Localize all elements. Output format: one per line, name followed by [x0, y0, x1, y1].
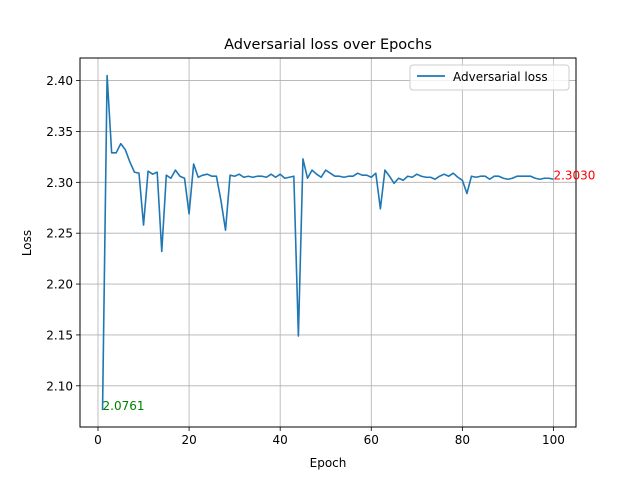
y-tick-label: 2.20 [46, 278, 73, 292]
series-line [101, 74, 554, 411]
y-tick-label: 2.40 [46, 74, 73, 88]
y-tick-label: 2.25 [46, 227, 73, 241]
legend: Adversarial loss [409, 64, 570, 91]
y-tick-label: 2.15 [46, 328, 73, 342]
x-ticks: 0 20 40 60 80 100 [94, 427, 565, 447]
x-tick-label: 80 [455, 433, 470, 447]
y-tick-label: 2.10 [46, 379, 73, 393]
x-tick-label: 100 [542, 433, 565, 447]
y-tick-label: 2.35 [46, 125, 73, 139]
grid [80, 58, 576, 427]
plot-frame [79, 57, 577, 428]
y-tick-label: 2.30 [46, 176, 73, 190]
x-tick-label: 20 [181, 433, 196, 447]
legend-box [409, 64, 570, 91]
annotation-label: 2.3030 [553, 168, 595, 182]
series-layer [101, 74, 554, 411]
x-tick-label: 60 [364, 433, 379, 447]
x-tick-label: 40 [273, 433, 288, 447]
x-tick-label: 0 [94, 433, 102, 447]
y-axis-label: Loss [20, 230, 34, 256]
chart-title: Adversarial loss over Epochs [224, 37, 432, 53]
annotations: 2.0761 2.3030 [103, 168, 596, 413]
y-ticks: 2.10 2.15 2.20 2.25 2.30 2.35 2.40 [46, 74, 80, 393]
legend-label: Adversarial loss [453, 70, 548, 84]
annotation-label: 2.0761 [103, 399, 145, 413]
x-axis-label: Epoch [310, 456, 347, 470]
